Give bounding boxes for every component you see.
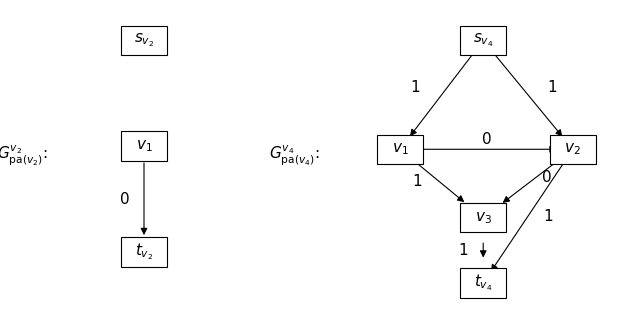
- FancyBboxPatch shape: [121, 131, 167, 161]
- FancyBboxPatch shape: [377, 134, 423, 164]
- FancyBboxPatch shape: [550, 134, 596, 164]
- Text: 1: 1: [458, 243, 468, 258]
- Text: 0: 0: [481, 132, 492, 147]
- Text: 0: 0: [120, 192, 130, 207]
- Text: $G^{v_2}_{\mathrm{pa}(v_2)}$:: $G^{v_2}_{\mathrm{pa}(v_2)}$:: [0, 143, 48, 168]
- FancyBboxPatch shape: [460, 268, 506, 298]
- Text: 1: 1: [412, 174, 422, 189]
- Text: 1: 1: [547, 80, 557, 95]
- Text: $t_{v_2}$: $t_{v_2}$: [135, 242, 153, 262]
- Text: $t_{v_4}$: $t_{v_4}$: [474, 273, 492, 293]
- Text: $G^{v_4}_{\mathrm{pa}(v_4)}$:: $G^{v_4}_{\mathrm{pa}(v_4)}$:: [269, 143, 320, 168]
- Text: $s_{v_2}$: $s_{v_2}$: [134, 32, 154, 49]
- FancyBboxPatch shape: [121, 26, 167, 55]
- Text: $v_1$: $v_1$: [136, 138, 152, 154]
- Text: $v_2$: $v_2$: [564, 142, 581, 157]
- Text: 1: 1: [543, 209, 554, 224]
- Text: $s_{v_4}$: $s_{v_4}$: [473, 32, 493, 49]
- FancyBboxPatch shape: [460, 26, 506, 55]
- Text: $v_3$: $v_3$: [475, 210, 492, 225]
- Text: 0: 0: [542, 170, 552, 185]
- FancyBboxPatch shape: [121, 237, 167, 267]
- Text: 1: 1: [410, 80, 420, 95]
- FancyBboxPatch shape: [460, 203, 506, 233]
- Text: $v_1$: $v_1$: [392, 142, 408, 157]
